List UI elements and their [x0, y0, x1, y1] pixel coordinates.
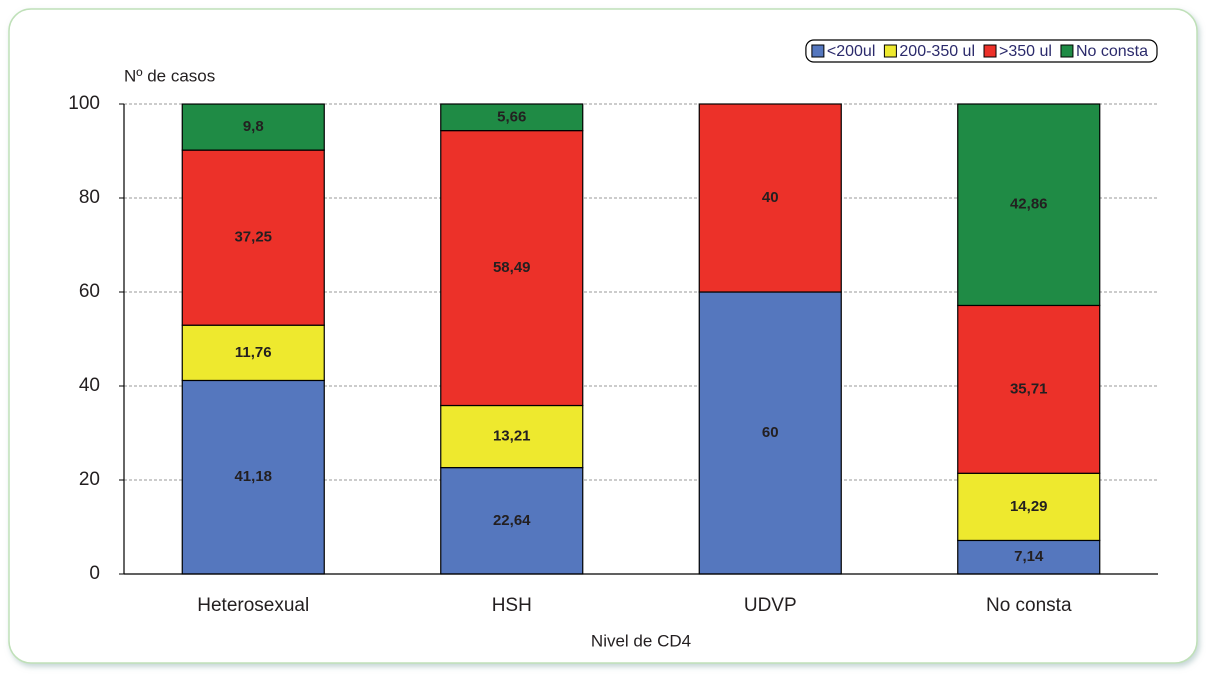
data-label: 11,76: [235, 344, 272, 361]
legend-label: No consta: [1076, 43, 1148, 60]
data-label: 58,49: [493, 259, 531, 276]
bar-segment: [698, 103, 842, 293]
bar-segment: [957, 304, 1101, 474]
data-label: 35,71: [1010, 380, 1048, 397]
data-label: 5,66: [497, 108, 526, 125]
legend-swatch: [983, 44, 997, 58]
data-label: 60: [762, 424, 779, 441]
data-label: 40: [762, 189, 779, 206]
x-axis-label: Nivel de CD4: [591, 631, 691, 650]
bar-segment: [957, 472, 1101, 542]
x-tick-label: No consta: [986, 595, 1072, 616]
y-tick-label: 100: [68, 93, 100, 114]
x-tick-label: Heterosexual: [197, 595, 309, 616]
bar-segment: [957, 103, 1101, 307]
legend-swatch: [1060, 44, 1074, 58]
data-label: 22,64: [493, 512, 531, 529]
data-label: 9,8: [243, 118, 264, 135]
y-tick-label: 60: [79, 281, 100, 302]
bar-segment: [181, 324, 325, 382]
data-label: 41,18: [234, 468, 272, 485]
y-axis-label: Nº de casos: [124, 66, 215, 85]
bar-segment: [957, 539, 1101, 575]
data-label: 13,21: [493, 428, 531, 445]
legend-swatch: [883, 44, 897, 58]
data-label: 37,25: [234, 229, 272, 246]
bar-segment: [181, 149, 325, 326]
data-label: 14,29: [1010, 498, 1048, 515]
y-tick-label: 80: [79, 187, 100, 208]
data-label: 7,14: [1014, 548, 1044, 565]
bar-segment: [440, 130, 584, 407]
x-tick-label: HSH: [492, 595, 532, 616]
legend-swatch: [811, 44, 825, 58]
legend-label: 200-350 ul: [899, 43, 975, 60]
data-label: 42,86: [1010, 196, 1048, 213]
y-tick-label: 0: [89, 563, 100, 584]
legend-label: <200ul: [827, 43, 876, 60]
bar-segment: [181, 103, 325, 151]
y-tick-label: 40: [79, 375, 100, 396]
bar-segment: [440, 404, 584, 469]
y-tick-label: 20: [79, 469, 100, 490]
legend-label: >350 ul: [999, 43, 1052, 60]
x-tick-label: UDVP: [744, 595, 797, 616]
bar-segment: [440, 103, 584, 132]
